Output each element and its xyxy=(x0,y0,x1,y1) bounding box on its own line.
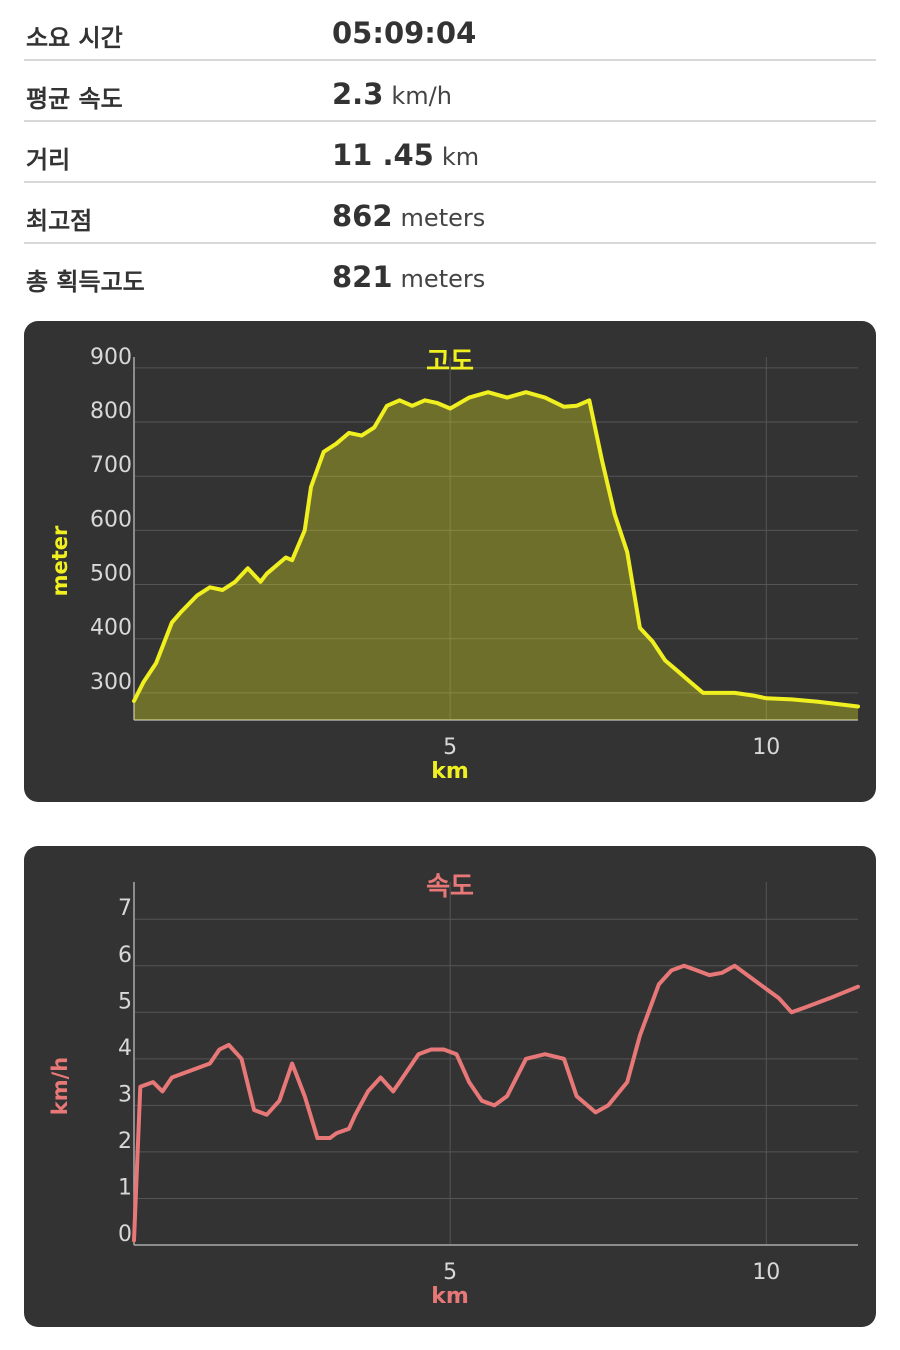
x-tick-label: 10 xyxy=(752,1260,780,1285)
stat-value: 821 meters xyxy=(332,260,485,294)
y-tick-label: 600 xyxy=(90,507,132,532)
stat-row-avg-speed: 평균 속도 2.3 km/h xyxy=(24,61,876,122)
stat-row-total-ascent: 총 획득고도 821 meters xyxy=(24,244,876,303)
stat-unit: km xyxy=(441,143,480,171)
stat-unit: meters xyxy=(400,204,486,232)
y-tick-label: 700 xyxy=(90,453,132,478)
stat-label: 소요 시간 xyxy=(26,24,123,52)
x-tick-label: 5 xyxy=(443,735,457,760)
y-tick-label: 500 xyxy=(90,562,132,587)
stat-label: 평균 속도 xyxy=(26,85,123,113)
x-axis-title: km xyxy=(431,1284,469,1309)
speed-chart: 0 1 2 3 4 5 6 7 5 10 속도 km km/h xyxy=(24,846,876,1327)
elevation-chart: 300 400 500 600 700 800 900 5 10 고도 km meter xyxy=(24,321,876,802)
y-tick-label: 6 xyxy=(118,943,132,968)
y-tick-label: 1 xyxy=(118,1175,132,1200)
series-line xyxy=(132,963,860,1243)
series-line xyxy=(132,390,860,709)
stat-number: 821 xyxy=(332,260,393,294)
y-tick-label: 0 xyxy=(118,1222,132,1247)
y-tick-label: 4 xyxy=(118,1036,132,1061)
summary-stats: 소요 시간 05:09:04 평균 속도 2.3 km/h 거리 11 .45 km… xyxy=(24,0,876,303)
x-axis-title: km xyxy=(431,759,469,784)
stat-row-duration: 소요 시간 05:09:04 xyxy=(24,0,876,61)
chart-title: 고도 xyxy=(426,347,474,377)
stat-unit: meters xyxy=(400,265,486,293)
stat-number: 862 xyxy=(332,199,393,233)
chart-title: 속도 xyxy=(426,872,474,902)
y-tick-label: 5 xyxy=(118,989,132,1014)
stat-unit: km/h xyxy=(391,82,452,110)
stat-label: 거리 xyxy=(26,146,71,174)
elevation-chart-plot: 300 400 500 600 700 800 900 5 10 xyxy=(90,345,860,760)
stat-number: 2.3 xyxy=(332,77,384,111)
y-axis-title: meter xyxy=(48,525,72,597)
y-tick-label: 7 xyxy=(118,896,132,921)
y-tick-label: 400 xyxy=(90,616,132,641)
x-tick-label: 10 xyxy=(752,735,780,760)
stat-label: 총 획득고도 xyxy=(26,268,145,296)
y-tick-label: 2 xyxy=(118,1129,132,1154)
stat-label: 최고점 xyxy=(26,207,93,235)
y-tick-label: 3 xyxy=(118,1082,132,1107)
x-tick-label: 5 xyxy=(443,1260,457,1285)
speed-chart-plot: 0 1 2 3 4 5 6 7 5 10 xyxy=(118,882,860,1285)
stat-value: 2.3 km/h xyxy=(332,77,452,111)
y-tick-label: 900 xyxy=(90,345,132,370)
stat-row-distance: 거리 11 .45 km xyxy=(24,122,876,183)
series-area xyxy=(134,392,858,720)
y-tick-label: 300 xyxy=(90,670,132,695)
stat-value: 05:09:04 xyxy=(332,16,476,50)
stat-number: 05:09:04 xyxy=(332,16,477,50)
stat-row-highest-point: 최고점 862 meters xyxy=(24,183,876,244)
y-tick-label: 800 xyxy=(90,399,132,424)
stat-value: 862 meters xyxy=(332,199,485,233)
y-axis-title: km/h xyxy=(48,1056,72,1116)
stat-value: 11 .45 km xyxy=(332,138,479,172)
stat-number: 11 .45 xyxy=(332,138,434,172)
